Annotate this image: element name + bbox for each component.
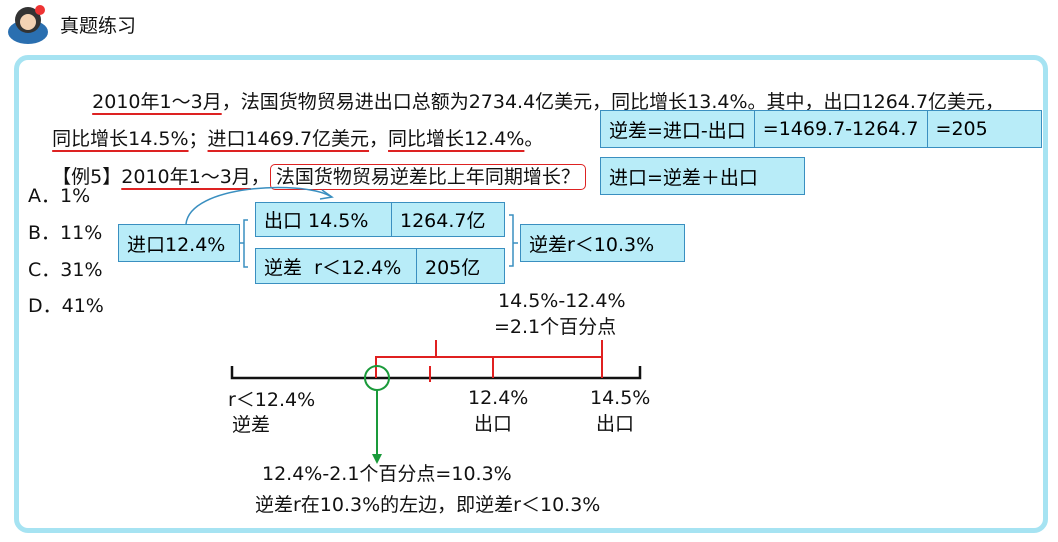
- question: 法国货物贸易逆差比上年同期增长？: [269, 164, 586, 190]
- text: ；: [188, 128, 208, 150]
- example-label: 【例5】: [52, 166, 122, 188]
- formula-cell: 进口=逆差＋出口: [609, 166, 758, 189]
- tree-cell: 逆差r＜10.3%: [529, 233, 655, 256]
- formula-cell: =1469.7-1264.7: [753, 111, 927, 147]
- point-label: 出口: [596, 413, 635, 435]
- tree-cell: 出口 14.5%: [264, 210, 369, 232]
- tree-cell: 进口12.4%: [127, 233, 226, 256]
- tree-branch: 逆差 r＜12.4% 205亿: [255, 248, 505, 284]
- text: 。: [524, 128, 544, 150]
- point-label: 14.5%: [590, 387, 651, 409]
- point-label: 出口: [474, 413, 513, 435]
- text: ，: [369, 128, 389, 150]
- tree-cell: 逆差 r＜12.4%: [264, 256, 402, 279]
- underlined-text: 同比增长14.5%: [52, 128, 189, 150]
- tree-branch: 出口 14.5% 1264.7亿: [255, 202, 505, 237]
- tree-cell: 1264.7亿: [391, 203, 493, 236]
- content-panel: [14, 55, 1048, 533]
- underlined-text: 2010年1～3月: [92, 91, 222, 113]
- underlined-text: 2010年1～3月: [121, 166, 251, 188]
- passage-line: 2010年1～3月，法国货物贸易进出口总额为2734.4亿美元，同比增长13.4…: [68, 74, 1004, 131]
- formula-box: 逆差=进口-出口 =1469.7-1264.7 =205: [600, 110, 1042, 148]
- point-label: 12.4%: [468, 387, 529, 409]
- tree-result: 逆差r＜10.3%: [520, 224, 685, 262]
- header-icon: [8, 5, 48, 44]
- text: ，法国货物贸易进出口总额为2734.4亿美元，同比增长13.4%。其中，: [221, 91, 824, 113]
- example-line: 【例5】2010年1～3月， 法国货物贸易逆差比上年同期增长？: [28, 149, 586, 206]
- annotation: 14.5%-12.4%: [498, 290, 626, 312]
- point-label: r＜12.4%: [228, 389, 316, 411]
- passage-line: 同比增长14.5%；进口1469.7亿美元，同比增长12.4%。: [28, 111, 543, 168]
- option[interactable]: B．11%: [28, 222, 103, 244]
- text: ，: [250, 166, 270, 188]
- underlined-text: 出口1264.7亿美元，: [823, 91, 1005, 113]
- point-label: 逆差: [232, 414, 271, 436]
- header-title: 真题练习: [60, 15, 137, 37]
- formula-cell: 逆差=进口-出口: [609, 119, 746, 142]
- underlined-text: 进口1469.7亿美元: [207, 128, 370, 150]
- option[interactable]: D．41%: [28, 295, 104, 317]
- formula-box: 进口=逆差＋出口: [600, 157, 805, 195]
- underlined-text: 同比增长12.4%: [388, 128, 525, 150]
- formula-cell: =205: [926, 111, 996, 147]
- tree-root: 进口12.4%: [118, 224, 240, 262]
- option[interactable]: C．31%: [28, 259, 103, 281]
- tree-cell: 205亿: [416, 249, 488, 283]
- annotation: =2.1个百分点: [494, 316, 617, 338]
- conclusion: 逆差r在10.3%的左边，即逆差r＜10.3%: [255, 494, 601, 516]
- conclusion: 12.4%-2.1个百分点=10.3%: [262, 463, 512, 485]
- option[interactable]: A．1%: [28, 185, 91, 207]
